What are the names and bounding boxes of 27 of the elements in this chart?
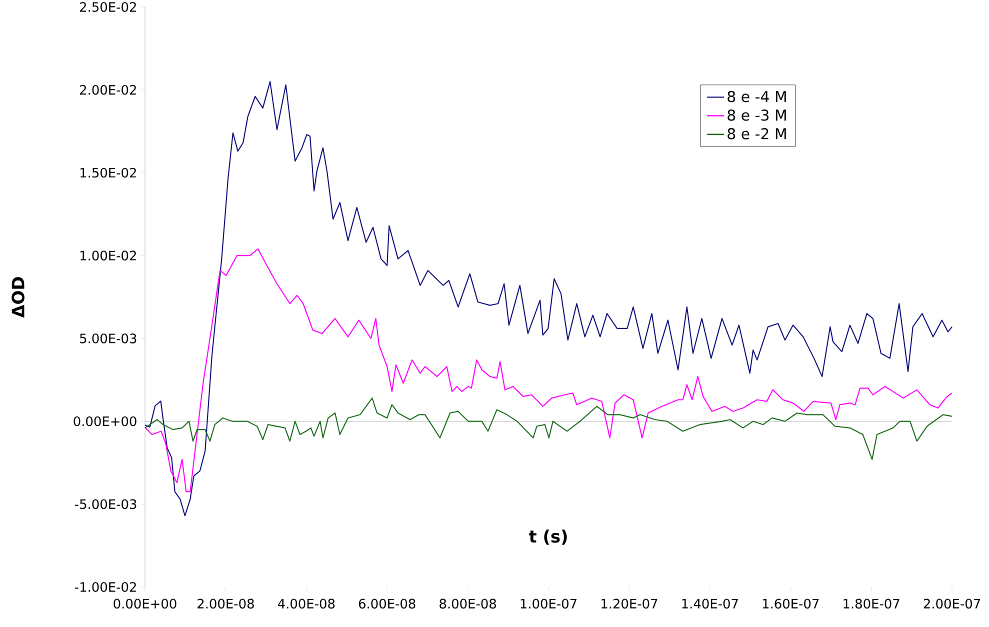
- x-tick-label: 1.20E-07: [602, 598, 658, 609]
- y-tick-label: -1.00E-02: [75, 582, 136, 592]
- x-tick-label: 1.80E-07: [844, 598, 900, 609]
- y-tick-label: 2.00E-02: [80, 84, 136, 95]
- x-tick-label: 1.00E-07: [520, 598, 576, 609]
- y-tick-label: 2.50E-02: [80, 2, 136, 12]
- legend-label: 8 e -4 M: [728, 90, 786, 102]
- x-tick-label: 8.00E-08: [440, 598, 496, 609]
- x-tick-label: 6.00E-08: [358, 598, 416, 609]
- x-tick-label: 1.60E-07: [762, 598, 819, 609]
- y-axis-title: ΔOD: [12, 277, 24, 318]
- x-tick-label: 2.00E-07: [924, 598, 980, 609]
- x-axis-title: t (s): [528, 530, 567, 545]
- x-tick-label: 1.40E-07: [682, 598, 738, 609]
- line-series: [144, 248, 953, 492]
- legend-label: 8 e -3 M: [728, 109, 786, 121]
- y-tick-label: 5.00E-03: [80, 334, 136, 344]
- x-tick-label: 2.00E-08: [198, 598, 254, 609]
- y-tick-label: 1.50E-02: [80, 168, 136, 178]
- line-series: [144, 398, 953, 460]
- y-tick-label: 0.00E+00: [74, 416, 136, 426]
- x-tick-label: 0.00E+00: [114, 598, 176, 609]
- y-tick-label: -5.00E-03: [75, 499, 136, 510]
- x-tick-label: 4.00E-08: [278, 598, 335, 609]
- y-tick-label: 1.00E-02: [80, 250, 136, 260]
- line-series: [144, 81, 953, 516]
- legend-label: 8 e -2 M: [728, 128, 786, 140]
